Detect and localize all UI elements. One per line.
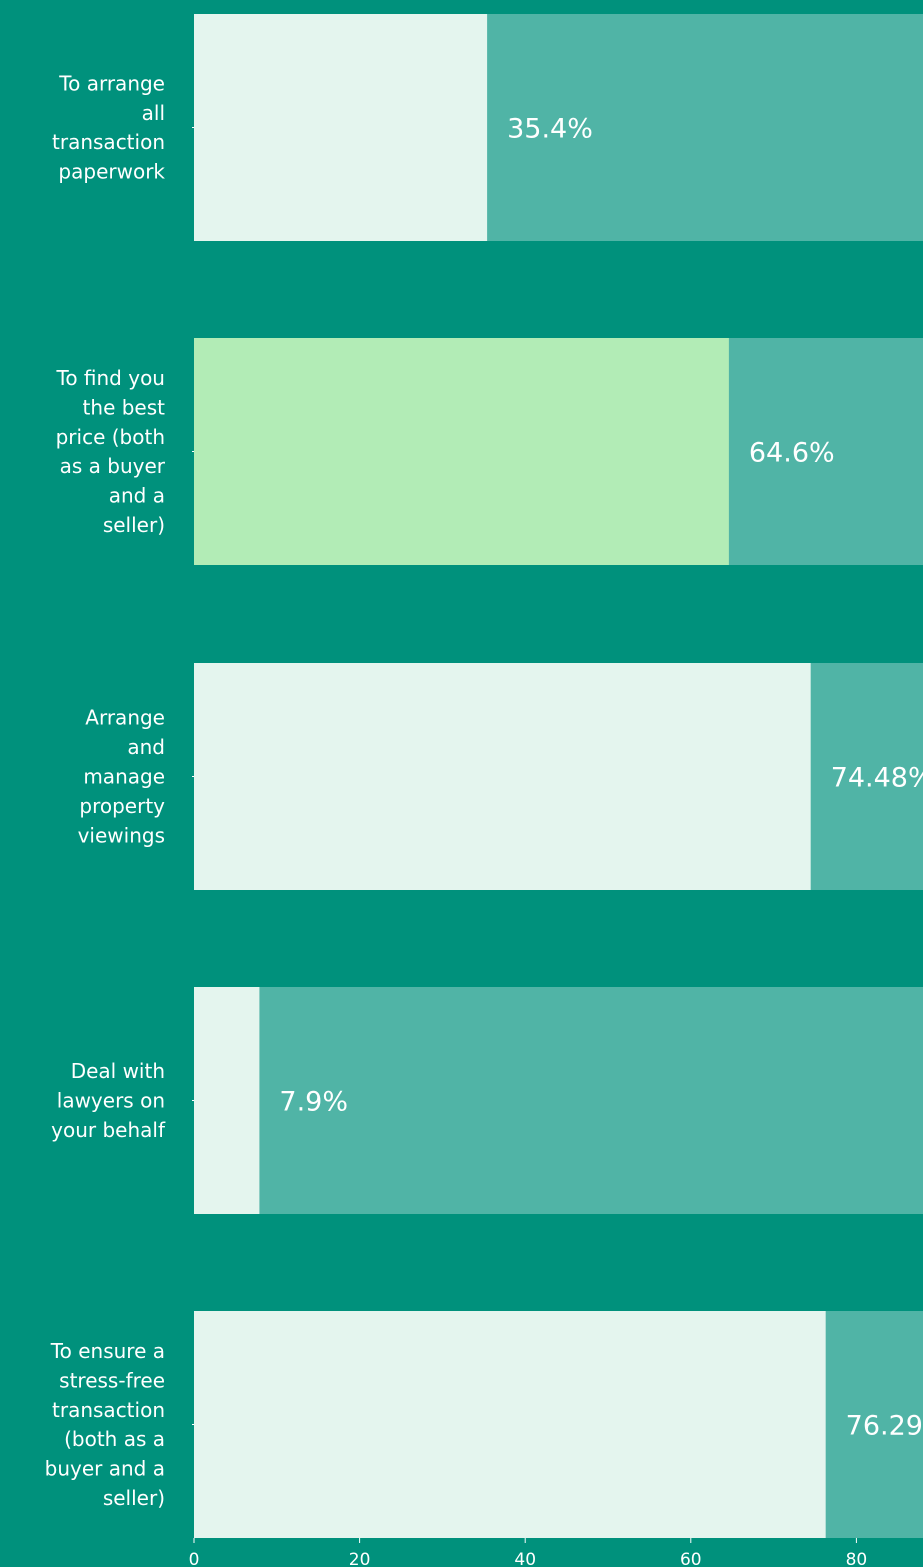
x-tick-label: 80 — [846, 1550, 868, 1567]
bar-track — [194, 987, 923, 1214]
value-label: 35.4% — [507, 114, 593, 145]
category-label-line: and a — [109, 484, 165, 508]
category-label: To ensure a stress-free transaction (both a… — [45, 1339, 165, 1510]
category-label-line: (both as a — [64, 1427, 165, 1451]
bar — [194, 1311, 826, 1538]
x-tick-label: 60 — [680, 1550, 702, 1567]
category-label-line: seller) — [103, 513, 165, 537]
category-label-line: To arrange — [58, 71, 165, 95]
x-tick-label: 0 — [189, 1550, 200, 1567]
category-label-line: transaction — [52, 1398, 165, 1422]
value-label: 74.48% — [831, 763, 923, 794]
x-tick-label: 20 — [349, 1550, 371, 1567]
value-label: 76.29% — [846, 1411, 923, 1442]
category-label-line: property — [79, 794, 165, 818]
value-label: 64.6% — [749, 438, 835, 469]
category-label-line: transaction — [52, 130, 165, 154]
category-label-line: seller) — [103, 1486, 165, 1510]
category-label: Deal with lawyers on your behalf — [51, 1059, 166, 1142]
bars-layer — [194, 14, 923, 1538]
bar — [194, 987, 260, 1214]
category-label-line: all — [142, 101, 165, 125]
category-label-line: buyer and a — [45, 1457, 165, 1481]
bar — [194, 14, 488, 241]
category-label: To arrange all transaction paperwork — [52, 71, 165, 183]
category-label-line: Deal with — [71, 1059, 165, 1083]
category-label: Arrange and manage property viewings — [78, 706, 166, 848]
category-label-line: your behalf — [51, 1118, 166, 1142]
bar — [194, 663, 811, 890]
category-label-line: To find you — [56, 366, 166, 390]
x-tick-label: 40 — [514, 1550, 536, 1567]
category-label-line: paperwork — [58, 160, 165, 184]
category-label-line: as a buyer — [60, 454, 166, 478]
value-label: 7.9% — [279, 1087, 348, 1118]
labels-layer: 35.4% To arrange all transaction paperwork 64… — [45, 71, 923, 1510]
x-axis: 020406080100 — [189, 127, 868, 1567]
category-label-line: Arrange — [85, 706, 165, 730]
category-label-line: the best — [83, 395, 166, 419]
category-label-line: lawyers on — [57, 1089, 165, 1113]
category-label-line: and — [127, 735, 165, 759]
category-label-line: viewings — [78, 823, 165, 847]
category-label-line: stress-free — [59, 1368, 165, 1392]
category-label-line: manage — [83, 765, 165, 789]
category-label: To find you the best price (both as a buyer… — [56, 366, 166, 537]
category-label-line: To ensure a — [50, 1339, 165, 1363]
category-label-line: price (both — [56, 425, 165, 449]
bar — [194, 338, 729, 565]
